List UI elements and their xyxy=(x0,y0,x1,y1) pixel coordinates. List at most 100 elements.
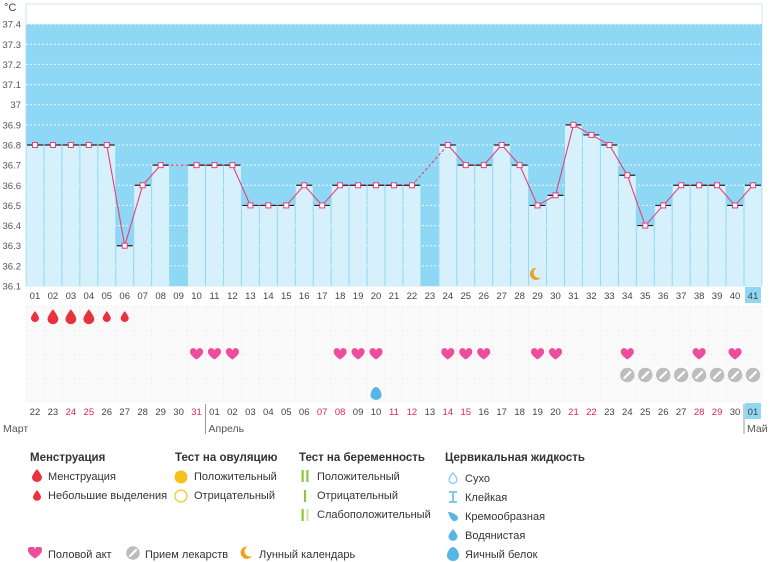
y-tick-label: 36.5 xyxy=(3,201,22,212)
temperature-bar xyxy=(259,205,277,286)
current-day-highlight xyxy=(745,287,761,303)
date-label: 30 xyxy=(730,407,741,418)
temperature-line-segment xyxy=(106,144,126,246)
date-label: 01 xyxy=(209,407,220,418)
temperature-bar xyxy=(654,205,672,286)
month-label: Апрель xyxy=(209,423,245,435)
legend-ovulation-positive-label: Положительный xyxy=(194,471,277,483)
temperature-point xyxy=(714,182,721,189)
temperature-point xyxy=(265,202,272,209)
cycle-day-label: 01 xyxy=(30,291,41,302)
date-label: 26 xyxy=(658,407,669,418)
temperature-bar xyxy=(547,195,564,286)
intercourse-heart-icon xyxy=(620,348,634,360)
temperature-point xyxy=(31,142,38,148)
cycle-day-label: 10 xyxy=(191,291,202,302)
date-label: 13 xyxy=(425,407,436,418)
legend-fluid-creamy-label: Кремообразная xyxy=(465,511,546,523)
cycle-day-label: 27 xyxy=(496,291,507,302)
temperature-bar xyxy=(618,175,636,286)
y-tick-label: 37 xyxy=(10,100,21,111)
y-tick-label: 36.1 xyxy=(3,282,22,293)
temperature-point xyxy=(319,202,326,209)
temperature-bar xyxy=(708,185,726,286)
temperature-bar xyxy=(726,205,744,286)
date-label: 21 xyxy=(568,407,579,418)
temperature-point xyxy=(606,142,613,148)
medication-pill-stripe xyxy=(677,370,686,380)
y-tick-label: 36.6 xyxy=(3,181,22,192)
date-label: 19 xyxy=(532,407,543,418)
temperature-bar xyxy=(511,165,529,286)
cycle-day-label: 26 xyxy=(478,291,489,302)
date-label: 03 xyxy=(245,407,256,418)
temperature-bar xyxy=(206,165,223,286)
date-label: 26 xyxy=(101,407,112,418)
temperature-point xyxy=(103,142,110,148)
temperature-bar xyxy=(134,185,152,286)
date-label: 27 xyxy=(676,407,687,418)
cycle-day-label: 38 xyxy=(694,291,705,302)
temperature-point xyxy=(121,242,128,249)
temperature-line-segment xyxy=(321,184,341,206)
temperature-point xyxy=(660,202,667,209)
cycle-day-label: 36 xyxy=(658,291,669,302)
cycle-day-label: 17 xyxy=(317,291,328,302)
cycle-day-label: 05 xyxy=(101,291,112,302)
cycle-day-label: 30 xyxy=(550,291,561,302)
temperature-bar xyxy=(223,165,241,286)
menstruation-drop-icon xyxy=(47,309,59,325)
moon-icon xyxy=(530,267,541,280)
temperature-point xyxy=(247,202,254,209)
temperature-line-segment xyxy=(501,144,521,166)
date-label: 20 xyxy=(550,407,561,418)
temperature-point xyxy=(624,172,631,179)
intercourse-heart-icon xyxy=(477,348,491,360)
temperature-bar xyxy=(98,145,116,286)
cycle-day-label: 21 xyxy=(389,291,400,302)
temperature-point xyxy=(337,182,344,189)
temperature-point xyxy=(49,142,56,148)
cycle-day-label: 34 xyxy=(622,291,633,302)
date-label: 22 xyxy=(30,407,41,418)
date-label: 17 xyxy=(496,407,507,418)
y-tick-label: 37.1 xyxy=(3,80,22,91)
temperature-point xyxy=(588,131,595,138)
temperature-bar xyxy=(295,185,313,286)
cycle-day-label: 09 xyxy=(173,291,184,302)
temperature-line-segment xyxy=(519,164,539,206)
temperature-bar xyxy=(582,134,600,286)
temperature-bar xyxy=(565,124,582,286)
temperature-bar xyxy=(403,185,421,286)
temperature-line-segment xyxy=(626,175,646,226)
intercourse-heart-icon xyxy=(351,348,365,360)
intercourse-heart-icon xyxy=(225,348,239,360)
cycle-day-label: 28 xyxy=(514,291,525,302)
temperature-line-segment xyxy=(483,144,503,166)
intercourse-heart-icon xyxy=(207,348,222,360)
temperature-bar xyxy=(385,185,403,286)
pregnancy-positive-icon xyxy=(301,470,309,482)
y-tick-label: 37.4 xyxy=(3,20,22,31)
ovulation-positive-icon xyxy=(174,470,188,484)
temperature-line-segment xyxy=(716,184,736,206)
cycle-day-label: 13 xyxy=(245,291,256,302)
temperature-bar xyxy=(529,205,547,286)
cycle-day-label: 32 xyxy=(586,291,597,302)
cycle-day-label: 40 xyxy=(730,291,741,302)
temperature-point xyxy=(534,202,541,209)
temperature-bar xyxy=(636,225,654,286)
y-tick-label: 36.3 xyxy=(3,241,22,252)
temperature-line-segment xyxy=(554,124,575,196)
y-tick-label: 37.3 xyxy=(3,40,22,51)
date-label: 18 xyxy=(514,407,525,418)
medication-pill-stripe xyxy=(623,370,632,380)
medication-pill-stripe xyxy=(748,370,758,380)
temperature-bar xyxy=(457,165,475,286)
date-label: 12 xyxy=(407,407,418,418)
temperature-point xyxy=(67,142,74,148)
temperature-bar xyxy=(475,165,493,286)
temperature-line-segment xyxy=(285,184,305,206)
temperature-line-segment xyxy=(734,184,754,206)
cycle-day-label: 18 xyxy=(335,291,346,302)
